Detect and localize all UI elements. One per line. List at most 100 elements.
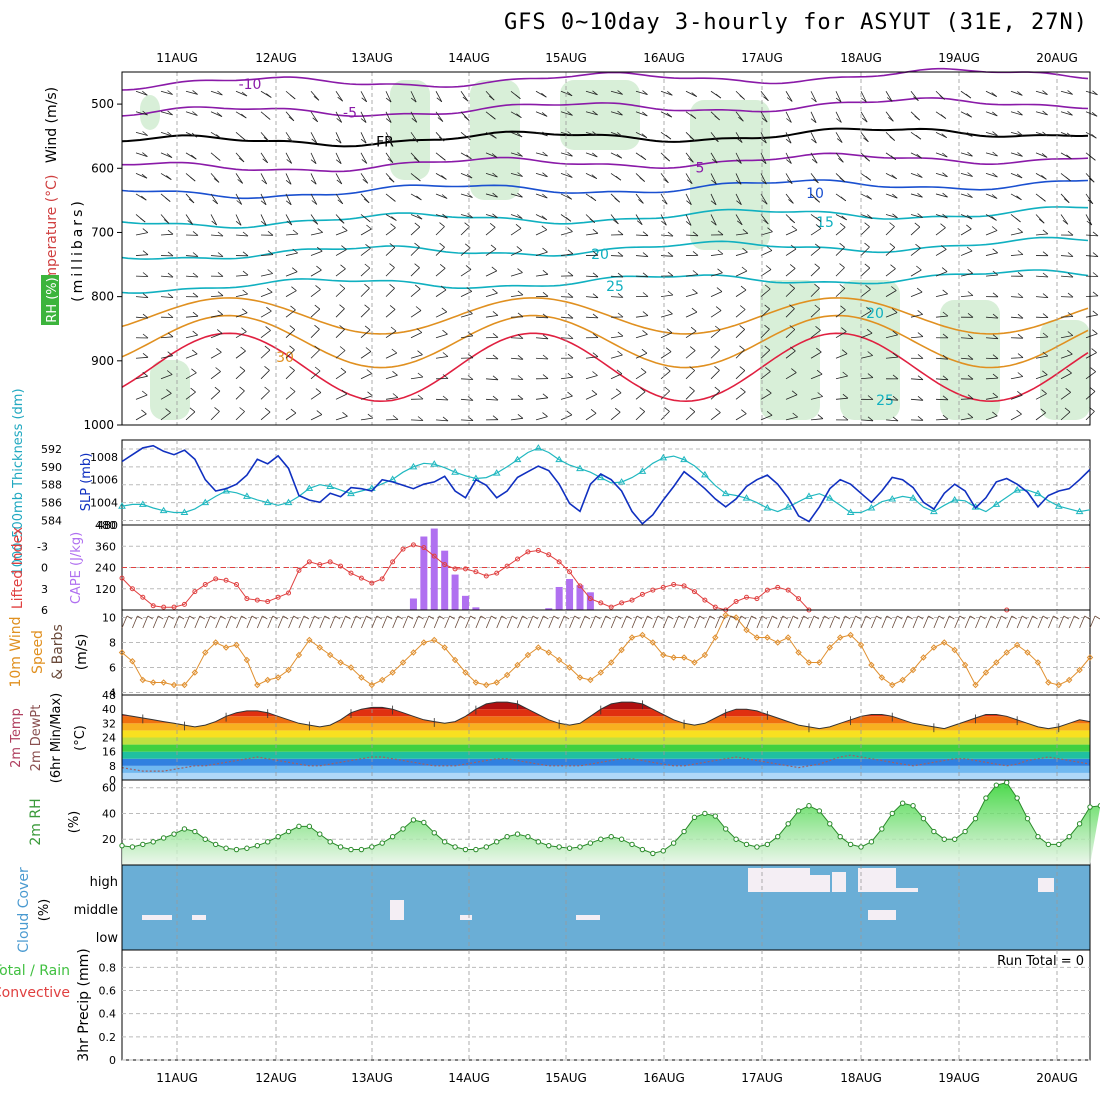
wind-barb <box>1060 111 1073 116</box>
wind-barb <box>192 231 199 236</box>
wind-barb <box>416 195 422 201</box>
wind-barb <box>288 116 295 122</box>
temp-ylabel: 2m Temp <box>9 708 24 768</box>
wind-barb <box>441 307 448 313</box>
wind-barb <box>1067 331 1074 336</box>
cloud-background <box>122 865 1090 950</box>
surface-wind-barb <box>668 615 674 620</box>
cloud-level-label: middle <box>74 903 118 918</box>
wind-barb <box>310 250 323 256</box>
wind-barb <box>310 328 320 338</box>
surface-wind-barb <box>246 615 253 629</box>
wind-barb <box>739 95 745 100</box>
wind-barb <box>1065 387 1071 393</box>
wind-barb <box>291 267 298 273</box>
surface-wind-barb <box>969 615 976 620</box>
contour-label: 10 <box>806 186 824 202</box>
wind-barb <box>814 263 820 269</box>
cloud-block <box>390 900 404 920</box>
wind-barb <box>960 193 973 198</box>
wind-barb <box>839 242 845 248</box>
ylabel-wind10m: 10m Wind <box>8 616 24 687</box>
lifted-index-marker <box>525 549 531 555</box>
wind-speed-marker <box>618 646 625 654</box>
wind-barb <box>1010 111 1023 116</box>
wind-barb <box>310 159 317 165</box>
wind-barb <box>835 132 843 143</box>
wind-barb <box>235 411 245 421</box>
wind-barb <box>642 252 649 257</box>
wind-barb <box>385 97 392 103</box>
wind-barb <box>967 132 973 137</box>
rh-marker <box>525 833 531 840</box>
wind-barb <box>585 296 599 299</box>
surface-wind-barb <box>314 615 320 620</box>
wind-barb <box>967 413 974 418</box>
wind-barb <box>340 367 347 373</box>
wind-barb <box>267 269 273 274</box>
wind-barb <box>240 346 246 352</box>
wind-barb <box>517 334 524 339</box>
wind-barb <box>860 193 872 200</box>
wind-barb <box>835 353 848 359</box>
wind-barb <box>1035 355 1048 359</box>
cloud-block <box>192 915 206 920</box>
lifted-index-marker <box>546 552 552 558</box>
surface-wind-barb <box>439 615 445 620</box>
surface-wind-barb <box>631 615 638 629</box>
wind-barb <box>335 91 344 102</box>
wind-barb <box>192 311 199 317</box>
wind-barb <box>1042 370 1048 376</box>
wind-barb <box>766 410 773 416</box>
wind-barb <box>360 118 367 123</box>
wind-barb <box>839 263 845 268</box>
wind-barb <box>710 214 717 226</box>
wind-barb <box>614 407 621 413</box>
wind-barb <box>165 408 171 413</box>
surface-wind-barb <box>746 615 752 629</box>
wind-barb <box>360 308 370 318</box>
wind-barb <box>760 159 767 165</box>
lifted-index-marker <box>171 604 177 610</box>
wind-barb <box>1017 131 1023 136</box>
wind-barb <box>312 117 318 123</box>
wind-barb <box>885 268 896 277</box>
wind-barb <box>235 293 248 298</box>
wind-barb <box>892 395 899 401</box>
wind-barb <box>185 353 198 359</box>
wind-barb <box>835 288 846 297</box>
wind-barb <box>685 214 692 226</box>
wind-speed-marker <box>722 611 729 619</box>
rh-marker <box>348 846 354 853</box>
wind-barb <box>641 133 648 139</box>
wind-barb <box>835 97 842 103</box>
date-label-bottom: 14AUG <box>448 1071 490 1085</box>
wind-barb <box>235 390 245 400</box>
wind-barb <box>335 329 345 339</box>
surface-wind-barb <box>897 615 903 620</box>
wind-barb <box>210 255 224 257</box>
wind-barb <box>1010 376 1023 380</box>
wind-barb <box>167 313 174 318</box>
wind-barb <box>935 357 949 360</box>
wind-barb <box>241 113 247 119</box>
wind-barb <box>435 91 443 102</box>
wind-barb <box>191 368 197 374</box>
wind-speed-marker <box>150 679 157 686</box>
date-label-top: 15AUG <box>545 51 587 65</box>
wind-barb <box>985 396 998 400</box>
thickness-marker <box>159 506 168 514</box>
wind-barb <box>1085 111 1098 117</box>
wind-barb <box>236 200 242 205</box>
lifted-index-marker <box>150 603 156 609</box>
wind-barb <box>567 227 573 232</box>
wind-speed-marker <box>129 658 136 665</box>
thickness-marker <box>784 503 793 510</box>
wind-barb <box>135 152 148 157</box>
surface-wind-barb <box>876 615 882 620</box>
surface-wind-barb <box>241 615 247 620</box>
surface-wind-barb <box>366 615 372 620</box>
wind-barb <box>692 231 699 237</box>
wind-barb <box>592 272 599 278</box>
wind-barb <box>817 414 824 420</box>
